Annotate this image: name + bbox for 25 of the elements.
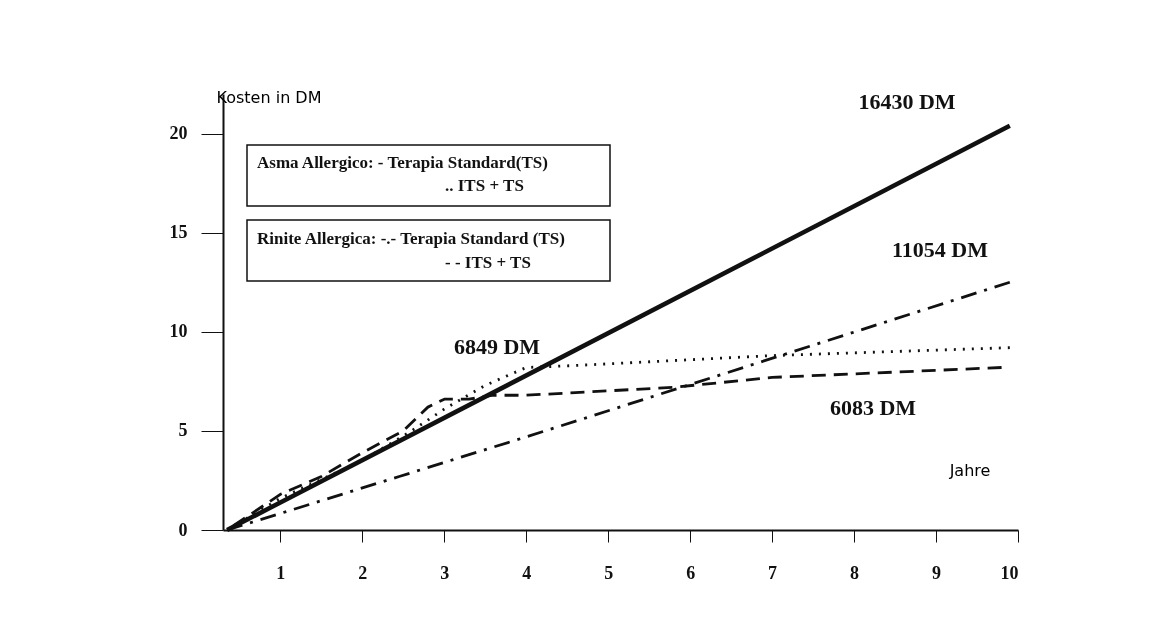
x-tick-label: 8	[850, 562, 860, 583]
y-tick-label: 0	[178, 519, 188, 540]
y-tick-label: 20	[169, 123, 188, 144]
x-tick-label: 3	[440, 562, 450, 583]
annotation: Asma Allergico: - Terapia Standard(TS)	[257, 153, 548, 172]
annotation: - - ITS + TS	[445, 253, 531, 272]
x-tick-label: 9	[932, 562, 942, 583]
x-tick-label: 7	[768, 562, 778, 583]
annotation: 6849 DM	[453, 334, 541, 359]
x-tick-label: 5	[604, 562, 614, 583]
y-axis-title: Kosten in DM	[216, 88, 322, 107]
x-tick-label: 10	[1000, 562, 1019, 583]
annotation: .. ITS + TS	[445, 176, 524, 195]
annotation: 11054 DM	[892, 237, 989, 262]
y-tick-label: 5	[178, 420, 188, 441]
x-tick-label: 6	[686, 562, 696, 583]
x-axis-title: Jahre	[948, 461, 991, 480]
annotation: 16430 DM	[858, 89, 956, 114]
annotation: Rinite Allergica: -.- Terapia Standard (TS)	[257, 229, 565, 248]
y-tick-label: 15	[169, 222, 188, 243]
y-tick-label: 10	[169, 321, 188, 342]
annotation: 6083 DM	[829, 395, 917, 420]
x-tick-label: 2	[358, 562, 368, 583]
x-tick-label: 1	[276, 562, 286, 583]
x-tick-label: 4	[522, 562, 532, 583]
